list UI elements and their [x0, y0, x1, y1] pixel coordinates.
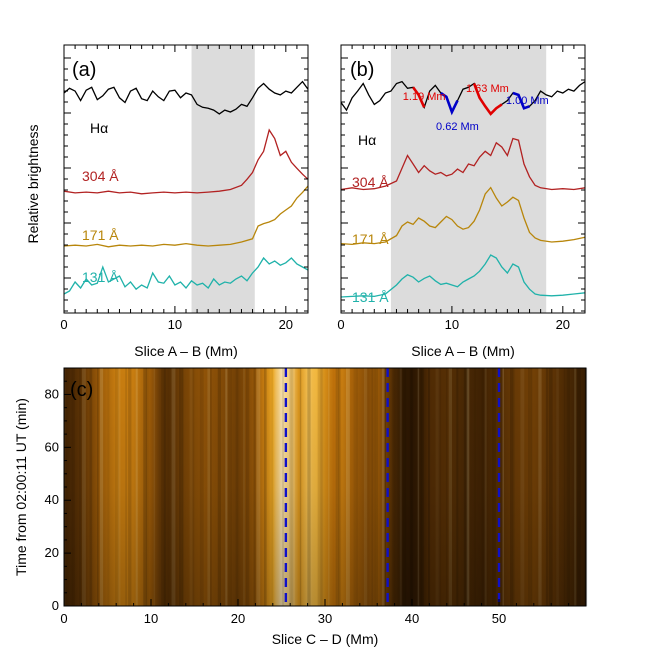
x-tick-label: 0	[337, 317, 344, 332]
panel-b-series-line	[340, 186, 586, 246]
panel-c-label: (c)	[70, 379, 93, 401]
x-tick-label: 40	[405, 611, 419, 626]
x-tick-label: 10	[445, 317, 459, 332]
panel-a-label: (a)	[72, 59, 96, 81]
panel-b-width-segment	[440, 91, 459, 116]
panel-a-xlabel: Slice A – B (Mm)	[134, 343, 237, 359]
y-tick-label: 60	[45, 439, 59, 454]
panel-b-series-label: Hα	[358, 132, 376, 148]
x-tick-label: 10	[168, 317, 182, 332]
panel-c-xlabel: Slice C – D (Mm)	[272, 631, 379, 647]
panel-b-width-annotation: 1.63 Mm	[466, 83, 509, 95]
x-tick-label: 20	[556, 317, 570, 332]
panel-b-width-annotation: 0.62 Mm	[436, 121, 479, 133]
panel-b-series-line	[340, 137, 586, 191]
heatmap-time-shading	[64, 368, 586, 606]
panel-c-ylabel: Time from 02:00:11 UT (min)	[13, 398, 29, 576]
panel-c: 0 10 20 30 40 50 0 20 40 60 80 (c)	[45, 367, 588, 626]
panel-b-width-segment	[472, 83, 503, 116]
panel-b-width-segment	[512, 91, 530, 110]
x-tick-label: 50	[492, 611, 506, 626]
panel-b: 0 10 20 (b) Hα 304 Å 171 Å 131 Å 1.19 Mm 0.62 …	[337, 44, 586, 332]
y-tick-label: 0	[52, 598, 59, 613]
panel-a-series-line	[63, 80, 309, 115]
panel-b-series-label: 304 Å	[352, 174, 389, 190]
panel-a-series-label: 304 Å	[82, 168, 119, 184]
panel-b-width-annotation: 1.00 Mm	[506, 95, 549, 107]
x-tick-label: 10	[144, 611, 158, 626]
panel-b-series-label: 171 Å	[352, 231, 389, 247]
y-tick-label: 40	[45, 492, 59, 507]
x-tick-label: 0	[60, 317, 67, 332]
panel-b-series-label: 131 Å	[352, 289, 389, 305]
panel-b-width-segment	[412, 86, 426, 108]
panel-a-series-line	[63, 185, 309, 248]
panel-b-width-annotation: 1.19 Mm	[403, 91, 446, 103]
panel-b-series-line	[340, 254, 586, 298]
panel-a-series-label: 131 Å	[82, 269, 119, 285]
panel-a-shaded-region	[191, 45, 255, 313]
panel-b-series-line	[340, 80, 586, 115]
panel-a: 0 10 20 (a) Hα 304 Å 171 Å 131 Å	[60, 44, 309, 332]
panel-a-ylabel: Relative brightness	[25, 124, 41, 243]
x-tick-label: 30	[318, 611, 332, 626]
panel-b-shaded-region	[390, 45, 547, 313]
panel-a-series-line	[63, 128, 309, 195]
y-tick-label: 80	[45, 386, 59, 401]
x-tick-label: 0	[60, 611, 67, 626]
panel-a-series-label: 171 Å	[82, 227, 119, 243]
x-tick-label: 20	[279, 317, 293, 332]
panel-b-label: (b)	[350, 59, 374, 81]
panel-a-series-line	[63, 256, 309, 295]
panel-a-series-label: Hα	[90, 120, 108, 136]
y-tick-label: 20	[45, 545, 59, 560]
x-tick-label: 20	[231, 611, 245, 626]
panel-b-xlabel: Slice A – B (Mm)	[411, 343, 514, 359]
